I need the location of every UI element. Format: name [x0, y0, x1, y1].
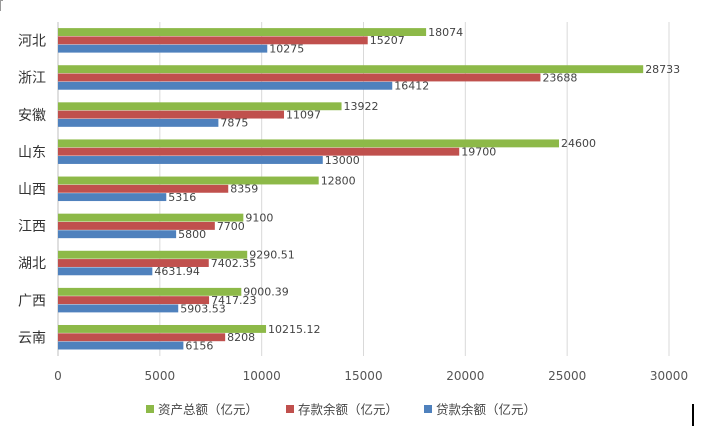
bar-资产总额 — [58, 287, 242, 296]
data-label: 23688 — [542, 71, 577, 84]
data-label: 5800 — [178, 228, 206, 241]
data-label: 12800 — [321, 174, 356, 187]
legend: 资产总额（亿元） 存款余额（亿元） 贷款余额（亿元） — [146, 402, 536, 417]
data-label: 9290.51 — [249, 249, 295, 262]
bar-资产总额 — [58, 324, 267, 333]
bars — [58, 28, 644, 350]
category-label: 广西 — [18, 293, 46, 309]
bar-存款余额 — [58, 221, 215, 230]
data-label: 7417.23 — [211, 294, 257, 307]
data-label: 9000.39 — [243, 286, 288, 299]
data-label: 6156 — [185, 339, 213, 352]
x-tick-label: 15000 — [344, 369, 382, 383]
data-label: 10215.12 — [268, 323, 321, 336]
bar-贷款余额 — [58, 44, 268, 53]
bar-存款余额 — [58, 259, 209, 267]
legend-swatch — [146, 405, 154, 413]
x-tick-label: 10000 — [243, 369, 281, 383]
bar-存款余额 — [58, 333, 226, 342]
legend-swatch — [286, 405, 294, 413]
bar-存款余额 — [58, 296, 210, 305]
bar-贷款余额 — [58, 156, 323, 164]
frame-corner — [0, 0, 3, 11]
category-label: 安徽 — [18, 108, 46, 124]
x-tick-label: 30000 — [650, 369, 688, 383]
bar-贷款余额 — [58, 81, 393, 90]
x-tick-label: 0 — [54, 369, 62, 383]
data-label: 13922 — [344, 100, 379, 113]
bar-贷款余额 — [58, 267, 153, 276]
data-label: 7875 — [220, 117, 248, 130]
bar-资产总额 — [58, 176, 319, 185]
data-label: 7402.35 — [211, 257, 257, 270]
data-label: 7700 — [217, 220, 245, 233]
bar-存款余额 — [58, 36, 368, 45]
data-label: 5316 — [168, 191, 196, 204]
legend-label: 贷款余额（亿元） — [436, 402, 536, 417]
data-label: 28733 — [645, 63, 680, 76]
data-label: 4631.94 — [154, 265, 200, 278]
data-label: 13000 — [325, 154, 360, 167]
category-label: 山西 — [18, 182, 46, 198]
bar-贷款余额 — [58, 341, 184, 350]
data-label: 18074 — [428, 26, 463, 39]
bar-贷款余额 — [58, 304, 179, 313]
x-tick-label: 20000 — [446, 369, 484, 383]
data-label: 8359 — [230, 183, 258, 196]
data-label: 16412 — [394, 80, 429, 93]
bar-存款余额 — [58, 110, 285, 119]
x-tick-labels: 0 5000 10000 15000 20000 25000 30000 — [54, 369, 688, 383]
category-label: 湖北 — [18, 256, 46, 272]
bar-资产总额 — [58, 213, 244, 222]
category-label: 山东 — [18, 145, 46, 161]
bar-资产总额 — [58, 139, 560, 148]
bar-存款余额 — [58, 147, 460, 156]
bar-资产总额 — [58, 102, 342, 111]
data-label: 24600 — [561, 137, 596, 150]
data-label: 9100 — [245, 211, 273, 224]
bar-存款余额 — [58, 73, 541, 82]
category-label: 浙江 — [18, 71, 46, 87]
data-label: 10275 — [269, 43, 304, 56]
category-label: 河北 — [18, 34, 46, 50]
legend-label: 资产总额（亿元） — [158, 402, 258, 417]
data-labels: 18074 15207 10275 28733 23688 16412 13922 11097… — [154, 26, 680, 352]
text-cursor — [692, 404, 694, 426]
bar-贷款余额 — [58, 118, 219, 127]
x-tick-label: 5000 — [145, 369, 176, 383]
bar-资产总额 — [58, 65, 644, 74]
x-tick-label: 25000 — [548, 369, 586, 383]
bar-资产总额 — [58, 28, 427, 37]
bar-贷款余额 — [58, 193, 167, 202]
data-label: 5903.53 — [180, 302, 226, 315]
category-label: 云南 — [18, 330, 46, 346]
data-label: 19700 — [461, 146, 496, 159]
legend-label: 存款余额（亿元） — [298, 402, 398, 417]
bar-贷款余额 — [58, 230, 177, 239]
data-label: 15207 — [370, 34, 405, 47]
data-label: 8208 — [227, 331, 255, 344]
legend-swatch — [424, 405, 432, 413]
bar-存款余额 — [58, 184, 229, 193]
bar-资产总额 — [58, 250, 248, 259]
category-label: 江西 — [18, 219, 46, 235]
data-label: 11097 — [286, 108, 321, 121]
